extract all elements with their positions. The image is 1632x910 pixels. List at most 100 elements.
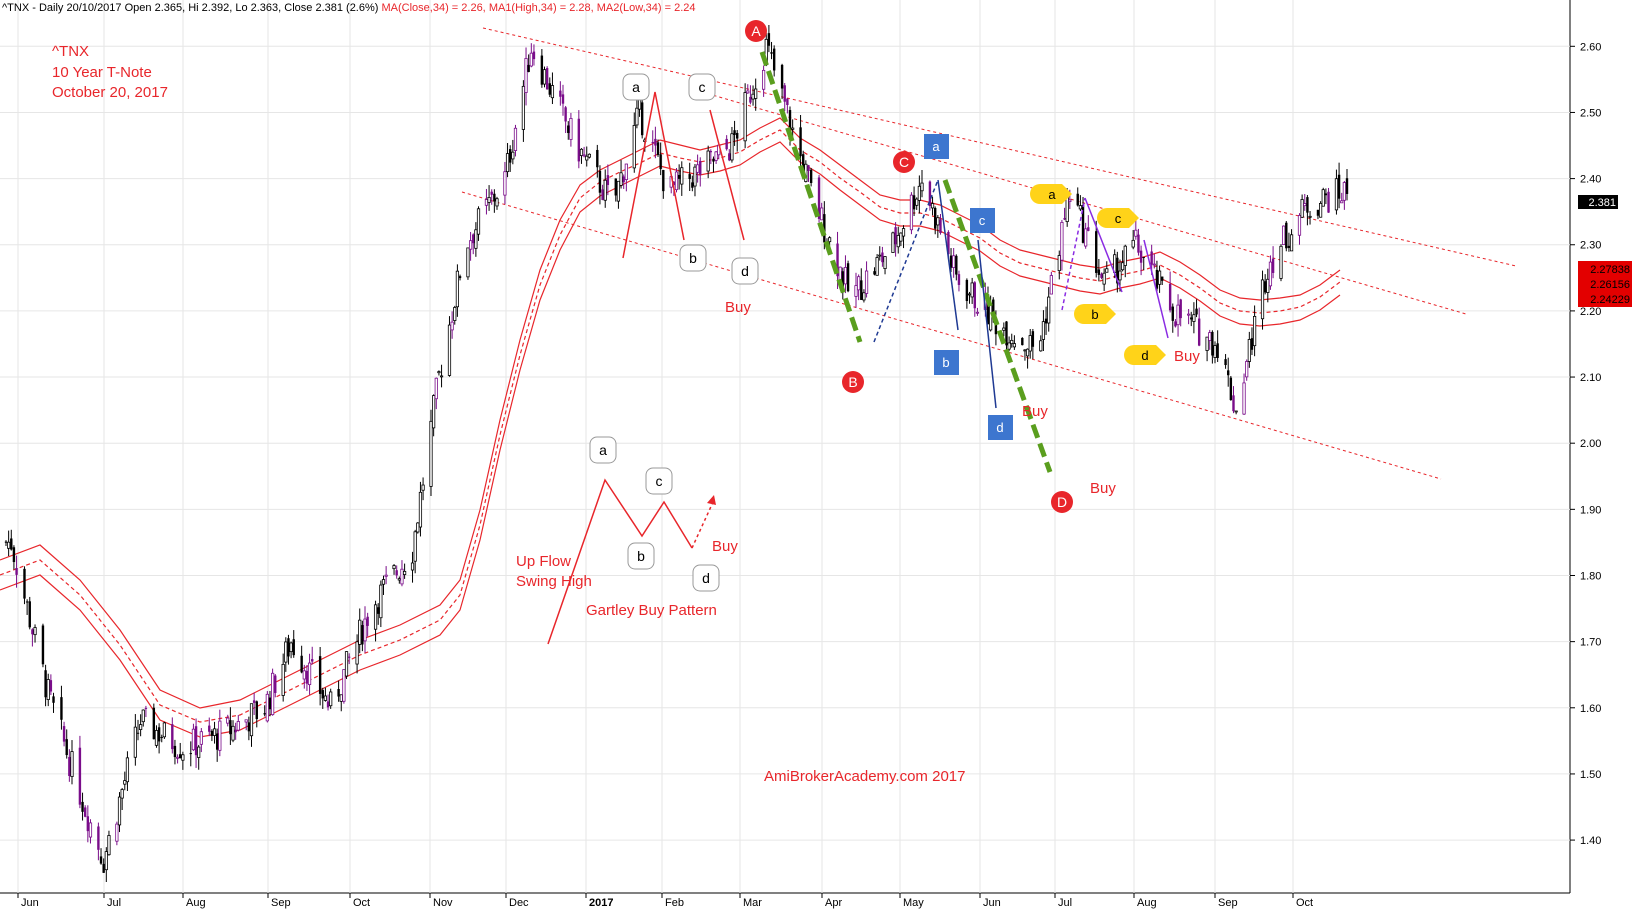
candle [772,45,776,77]
candle [736,129,739,152]
candle [513,124,518,157]
candle [160,734,163,743]
candle [1155,260,1159,292]
candle [725,135,728,151]
y-tick-label: 2.20 [1580,306,1601,318]
middle-channel-line [701,91,1467,315]
candle [358,608,362,654]
candle [1176,294,1180,337]
candle [622,174,625,189]
candle [231,720,235,743]
candle [1234,410,1238,415]
candle [878,246,882,261]
candle [305,665,309,691]
svg-text:b: b [942,355,949,370]
candle [699,157,702,187]
y-tick-label: 1.60 [1580,703,1601,715]
candle [1327,187,1330,213]
blue-leg-1 [937,179,959,331]
candle [41,623,45,668]
candle [289,641,293,659]
candlesticks [4,24,1349,883]
candle [432,394,436,437]
candle [453,305,457,325]
candle [437,370,441,376]
badge-B: B [842,371,864,393]
candle [181,751,185,770]
candle [284,637,288,672]
candle [33,624,37,643]
candle [933,206,937,235]
candle [1044,306,1048,335]
candle [928,180,932,211]
candle [965,278,969,309]
candle [567,121,570,140]
watermark: AmiBrokerAcademy.com 2017 [764,768,965,785]
candle [133,714,137,766]
candle [899,232,903,247]
pattern-lines [547,51,1169,645]
candle [728,149,731,162]
candle [1340,192,1344,204]
candle [909,192,914,235]
purple-leg-1 [1061,197,1086,311]
candle [691,175,694,192]
candle [693,163,697,197]
candle [659,142,662,176]
candle [1010,333,1014,348]
candle [619,160,623,189]
abcd-pattern-1 [622,91,685,259]
candle [361,620,364,652]
gartley-arrow-head [707,495,716,505]
candle [603,169,607,208]
title-block: ^TNX 10 Year T-Note October 20, 2017 [52,43,168,101]
candle [836,231,839,289]
candle [632,112,636,173]
candle [28,596,31,630]
candle [1321,187,1325,207]
y-tick-label: 2.60 [1580,41,1601,53]
svg-text:a: a [632,79,640,95]
header-lo: Lo 2.363, [235,2,281,14]
candle [1157,265,1162,293]
candle [381,575,386,595]
xabcd-green-1 [759,51,863,343]
candle [447,316,452,377]
buy-label-1: Buy [725,299,751,316]
blue-leg-2 [977,239,997,409]
candle [746,84,750,94]
candle [25,599,29,615]
candle [274,674,277,698]
candle [1205,336,1209,362]
candle [1057,250,1061,280]
candle [511,139,515,165]
candle [786,98,789,114]
header-hi: Hi 2.392, [188,2,232,14]
candle [846,260,850,293]
header-ma1: MA1(High,34) = 2.28, [489,2,594,14]
candle [949,248,953,273]
candle [770,41,773,60]
candle [901,225,906,249]
candle [179,742,182,759]
candle [1197,307,1201,347]
x-tick-label: Jun [21,897,39,909]
buy-label-4: Buy [1174,348,1200,365]
candle [1102,268,1106,292]
svg-text:a: a [1048,187,1056,202]
price-badges: 2.381 2.27838 2.26156 2.24229 [1578,195,1632,307]
x-tick-label: Jul [107,897,121,909]
candle [157,723,161,754]
candle [1227,357,1230,387]
candle [1192,302,1196,334]
svg-text:b: b [637,548,645,564]
candle [287,634,290,665]
candle [1171,303,1174,333]
candle [767,24,771,53]
legend-pattern-name: Gartley Buy Pattern [586,602,717,619]
candle [384,566,388,585]
candle [1303,193,1307,211]
candle [234,722,237,740]
candle [46,673,50,707]
candle [12,545,16,570]
